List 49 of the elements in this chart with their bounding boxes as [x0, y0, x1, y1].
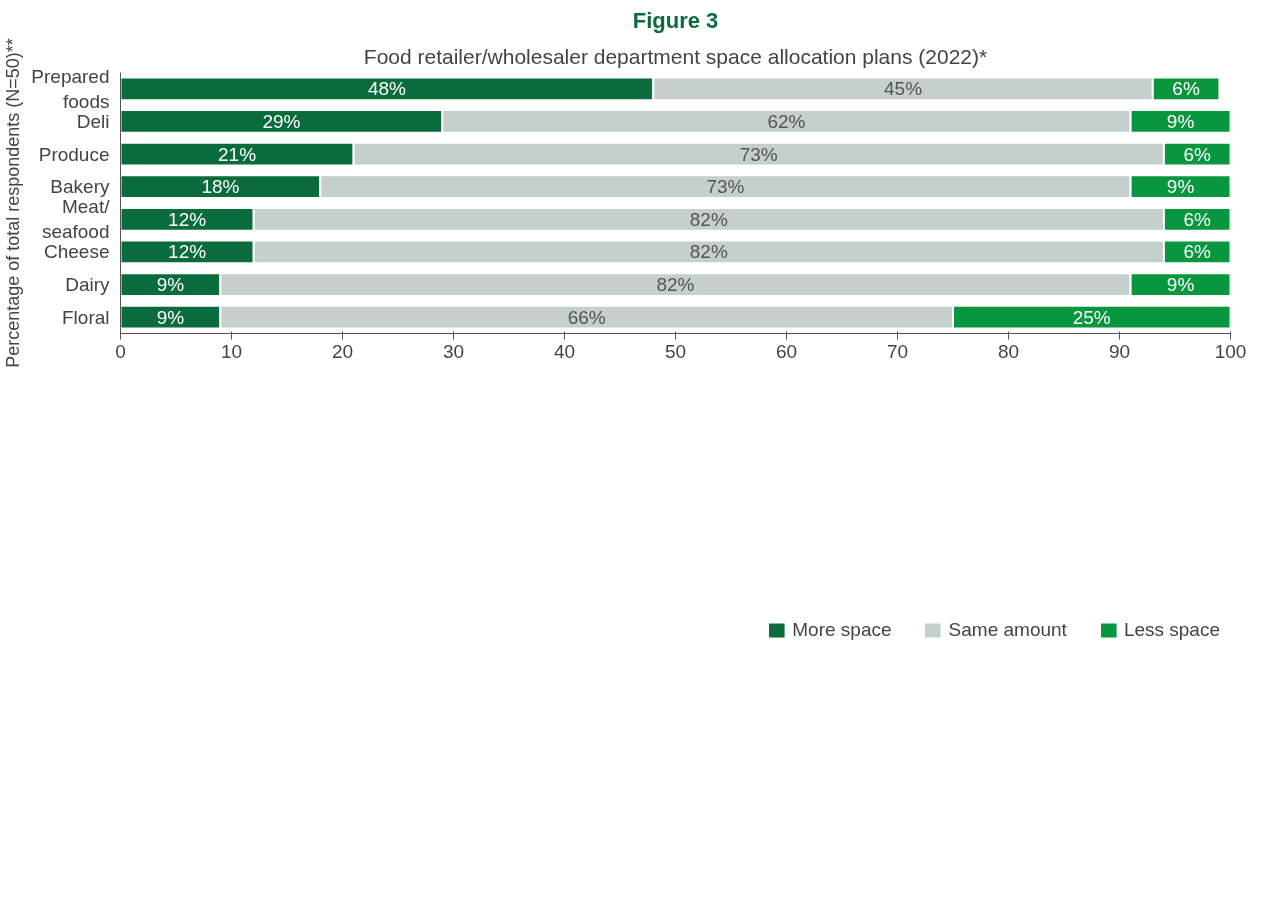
y-tick-label: Deli: [76, 110, 110, 132]
legend-label: Same amount: [948, 619, 1067, 641]
data-label: 82%: [656, 274, 695, 296]
data-label: 9%: [156, 306, 185, 328]
data-label: 18%: [201, 176, 240, 198]
y-tick-label: Cheese: [44, 241, 110, 263]
data-label: 82%: [689, 208, 728, 230]
data-label: 73%: [706, 176, 745, 198]
x-tick-label: 90: [1108, 340, 1131, 362]
data-label: 9%: [1166, 110, 1195, 132]
data-label: 73%: [739, 143, 778, 165]
data-label: 82%: [689, 241, 728, 263]
data-label: 6%: [1183, 241, 1212, 263]
data-label: 62%: [767, 110, 806, 132]
legend-label: More space: [792, 619, 892, 641]
data-label: 9%: [1166, 176, 1195, 198]
data-label: 6%: [1183, 208, 1212, 230]
data-label: 48%: [367, 78, 407, 100]
data-label: 12%: [168, 241, 207, 263]
y-tick-label: Produce: [38, 143, 110, 165]
x-tick-label: 70: [886, 340, 909, 362]
x-tick-label: 100: [1214, 340, 1247, 362]
x-tick-label: 0: [115, 340, 126, 362]
x-tick-label: 40: [553, 340, 576, 362]
y-tick-label: Meat/seafood: [41, 196, 111, 243]
y-axis-title: Percentage of total respondents (N=50)**: [3, 38, 24, 368]
data-label: 45%: [884, 78, 923, 100]
data-label: 21%: [218, 143, 257, 165]
data-label: 9%: [1166, 274, 1195, 296]
data-label: 12%: [168, 208, 207, 230]
data-label: 6%: [1172, 78, 1200, 100]
data-label: 25%: [1072, 306, 1111, 328]
data-label: 9%: [156, 274, 185, 296]
x-tick-label: 60: [775, 340, 798, 362]
y-tick-label: Dairy: [65, 274, 110, 296]
y-tick-label: Floral: [61, 306, 110, 328]
y-tick-label: Bakery: [50, 176, 110, 198]
data-label: 6%: [1183, 143, 1212, 165]
x-tick-label: 10: [220, 340, 243, 362]
data-label: 29%: [262, 110, 301, 132]
chart-subtitle: Food retailer/wholesaler department space allocation plans (2022)*: [363, 44, 988, 68]
x-tick-label: 20: [331, 340, 354, 362]
x-tick-label: 50: [664, 340, 687, 362]
legend-label: Less space: [1123, 619, 1220, 641]
y-tick-label: Prepared foods: [31, 65, 110, 112]
chart-title: Figure 3: [632, 7, 719, 33]
data-label: 66%: [567, 306, 606, 328]
x-tick-label: 30: [442, 340, 465, 362]
x-tick-label: 80: [997, 340, 1020, 362]
